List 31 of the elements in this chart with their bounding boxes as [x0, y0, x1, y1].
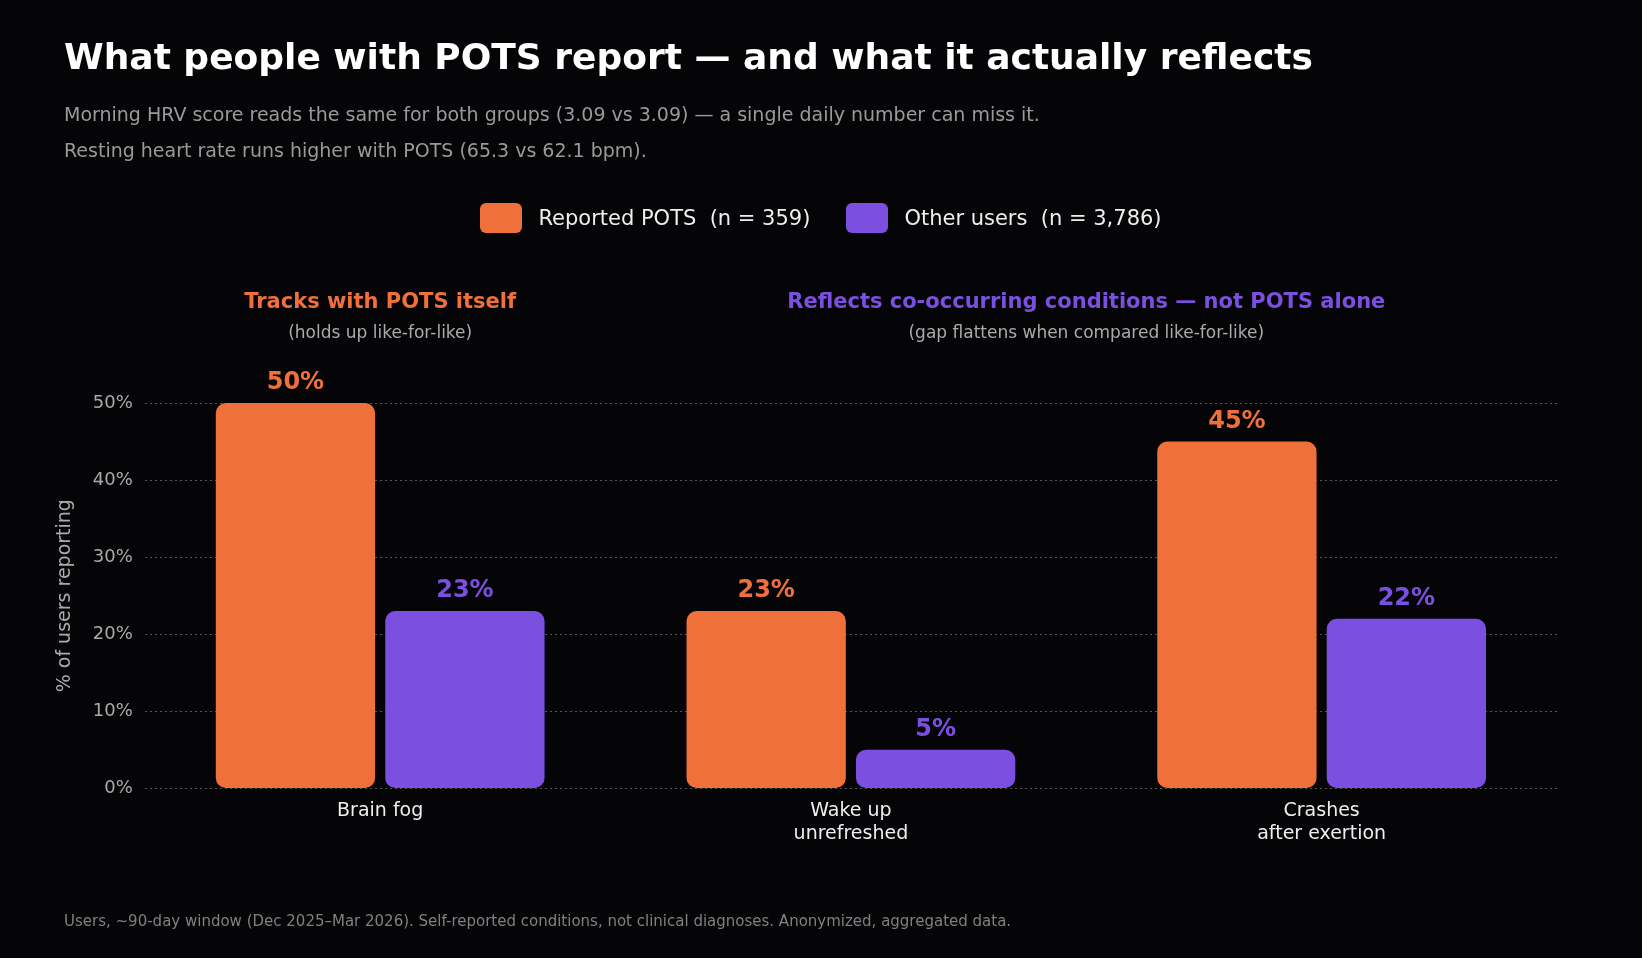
y-tick-label: 10%: [92, 698, 133, 720]
data-label: 5%: [915, 714, 957, 743]
y-tick-label: 30%: [92, 544, 133, 566]
text: Users, ~90-day window (Dec 2025–Mar 2026). Self-reported conditions, not clinical diagnoses. Anonymized, aggregated data.: [64, 912, 1012, 930]
x-tick-label: Crashes after exertion: [1257, 797, 1387, 843]
bar: [1157, 441, 1317, 788]
text: Reflects co-occurring conditions — not POTS alone: [787, 289, 1386, 313]
chart-subtitle: Morning HRV score reads the same for both groups (3.09 vs 3.09) — a single daily number can miss it. Resting heart rate runs higher with POTS (65.3 vs 62.1 bpm).: [64, 102, 1040, 163]
bar: [855, 749, 1016, 788]
legend-label: Reported POTS (n = 359): [538, 206, 811, 230]
text: (gap flattens when compared like-for-like): [908, 322, 1265, 342]
data-label: 23%: [436, 575, 494, 604]
x-tick-label: Wake up unrefreshed: [793, 797, 909, 843]
bar: [215, 403, 376, 788]
x-tick-label: Brain fog: [337, 797, 424, 820]
legend-label: Other users (n = 3,786): [904, 206, 1162, 230]
text: Tracks with POTS itself: [244, 289, 518, 313]
data-label: 45%: [1208, 405, 1266, 434]
chart-title: What people with POTS report — and what it actually reflects: [64, 36, 1313, 77]
bar: [686, 611, 846, 788]
y-tick-label: 40%: [92, 467, 133, 489]
data-label: 22%: [1377, 583, 1436, 612]
data-label: 50%: [266, 367, 325, 396]
y-tick-label: 0%: [104, 776, 133, 798]
data-label: 23%: [737, 575, 795, 604]
y-tick-label: 20%: [92, 621, 133, 643]
bar: [1326, 618, 1487, 788]
text: (holds up like-for-like): [288, 322, 473, 342]
bar: [385, 611, 545, 788]
y-axis-title: % of users reporting: [52, 499, 75, 693]
y-tick-label: 50%: [92, 390, 133, 412]
